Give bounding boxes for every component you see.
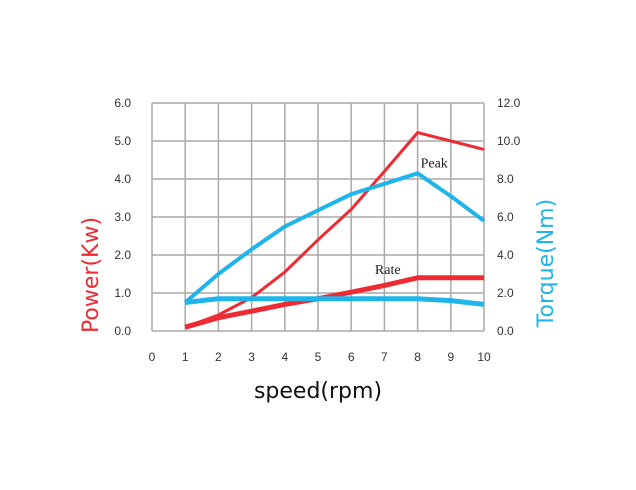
right-tick-labels: 0.0 2.0 4.0 6.0 8.0 10.0 12.0 <box>497 96 521 338</box>
annotation-peak: Peak <box>421 157 448 172</box>
right-tick-label: 4.0 <box>497 248 514 262</box>
torque-rate-line <box>184 296 485 307</box>
x-tick-label: 2 <box>215 350 222 364</box>
right-tick-label: 2.0 <box>497 286 514 300</box>
left-tick-label: 1.0 <box>114 286 131 300</box>
power-peak-line <box>184 131 485 329</box>
right-tick-label: 10.0 <box>497 134 521 148</box>
right-tick-label: 6.0 <box>497 210 514 224</box>
annotation-rate: Rate <box>375 263 401 278</box>
left-tick-label: 6.0 <box>114 96 131 110</box>
x-tick-label: 4 <box>281 350 288 364</box>
left-tick-label: 0.0 <box>114 324 131 338</box>
right-tick-label: 0.0 <box>497 324 514 338</box>
left-axis-title: Power(Kw) <box>79 217 104 333</box>
right-tick-label: 12.0 <box>497 96 521 110</box>
x-tick-label: 10 <box>477 350 491 364</box>
power-rate-line <box>184 275 484 330</box>
x-tick-label: 7 <box>381 350 388 364</box>
x-tick-label: 5 <box>315 350 322 364</box>
x-tick-label: 1 <box>182 350 189 364</box>
x-tick-label: 3 <box>248 350 255 364</box>
x-tick-label: 0 <box>149 350 156 364</box>
left-tick-labels: 0.0 1.0 2.0 3.0 4.0 5.0 6.0 <box>114 96 131 338</box>
left-tick-label: 3.0 <box>114 210 131 224</box>
right-axis-title: Torque(Nm) <box>534 199 559 328</box>
x-axis-title: speed(rpm) <box>254 379 382 404</box>
x-tick-label: 9 <box>447 350 454 364</box>
left-tick-label: 4.0 <box>114 172 131 186</box>
left-tick-label: 5.0 <box>114 134 131 148</box>
annotations: Peak Rate <box>375 157 448 278</box>
right-tick-label: 8.0 <box>497 172 514 186</box>
x-tick-label: 8 <box>414 350 421 364</box>
left-tick-label: 2.0 <box>114 248 131 262</box>
x-tick-labels: 0 1 2 3 4 5 6 7 8 9 10 <box>149 350 491 364</box>
grid <box>151 102 485 332</box>
torque-peak-line <box>183 171 486 305</box>
x-tick-label: 6 <box>348 350 355 364</box>
series-lines <box>183 131 486 330</box>
